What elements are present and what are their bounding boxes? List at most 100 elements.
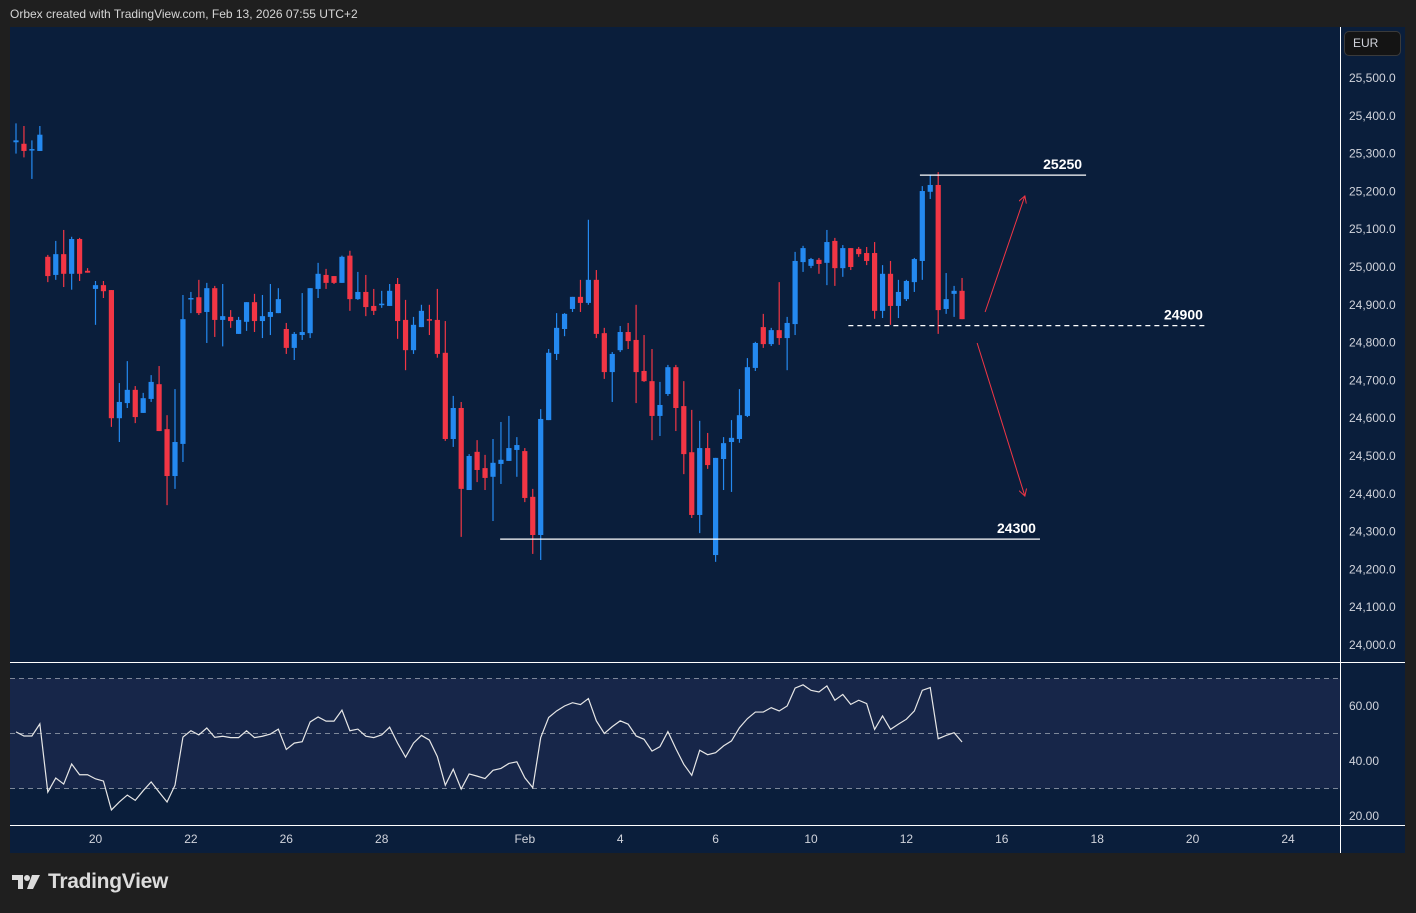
- candle: [466, 454, 472, 491]
- candle: [927, 175, 933, 199]
- price-tick-label: 24,800.0: [1349, 336, 1396, 350]
- candle: [776, 282, 782, 345]
- candle: [458, 401, 464, 537]
- candle-body: [522, 451, 528, 498]
- candle: [100, 280, 107, 298]
- candle: [220, 284, 226, 347]
- candle: [283, 322, 289, 354]
- candle: [498, 421, 504, 484]
- candle-body: [339, 256, 345, 283]
- candle-body: [720, 443, 727, 460]
- candle-body: [402, 319, 409, 351]
- candle-body: [808, 259, 814, 266]
- candle-body: [713, 457, 719, 556]
- candle-body: [267, 311, 273, 317]
- candle: [935, 172, 941, 334]
- candle-body: [840, 248, 846, 269]
- time-axis[interactable]: 20 22 26 28 Feb 4 6 10 12 16 18 20 24: [89, 832, 1295, 846]
- candle: [681, 381, 687, 475]
- currency-button[interactable]: EUR: [1344, 31, 1401, 56]
- time-tick-label: 6: [712, 832, 719, 846]
- candle: [69, 236, 75, 290]
- candle: [872, 242, 878, 319]
- candle: [434, 288, 440, 358]
- candle: [959, 277, 965, 320]
- drawing-annotations[interactable]: 25250 24900 24300: [500, 156, 1207, 540]
- candle: [180, 294, 186, 463]
- time-tick-label: 24: [1281, 832, 1295, 846]
- candle: [156, 366, 162, 432]
- candle: [538, 409, 544, 560]
- candle: [323, 268, 329, 289]
- price-tick-label: 25,500.0: [1349, 71, 1396, 85]
- candle-body: [577, 296, 584, 303]
- candle: [188, 291, 194, 314]
- candle-body: [681, 406, 687, 455]
- candle-body: [21, 143, 27, 151]
- candle: [267, 284, 273, 336]
- candle-body: [848, 248, 854, 267]
- candle-body: [61, 254, 67, 274]
- price-tick-label: 25,400.0: [1349, 109, 1396, 123]
- candle: [37, 126, 43, 151]
- candle: [363, 274, 369, 317]
- candle-body: [259, 316, 266, 322]
- candle: [236, 316, 242, 334]
- time-tick-label: 12: [900, 832, 914, 846]
- candle-body: [617, 332, 623, 351]
- candle-body: [275, 299, 281, 314]
- candle: [705, 432, 711, 469]
- candle-body: [220, 316, 226, 320]
- candle-body: [188, 297, 194, 300]
- candle-body: [784, 322, 790, 339]
- candle: [402, 299, 409, 371]
- candle-body: [601, 333, 607, 373]
- candle: [665, 364, 671, 396]
- candle-body: [768, 330, 774, 345]
- candle-body: [800, 248, 806, 263]
- candle-body: [776, 330, 782, 339]
- candle: [919, 186, 925, 280]
- candle-body: [879, 273, 886, 311]
- candle-body: [474, 451, 480, 470]
- candle-body: [387, 290, 393, 306]
- candle: [315, 262, 321, 298]
- candle-body: [29, 149, 35, 151]
- candle-body: [355, 291, 361, 300]
- rsi-tick-label: 60.00: [1349, 699, 1379, 713]
- chart-caption: Orbex created with TradingView.com, Feb …: [10, 7, 358, 21]
- candle-body: [689, 452, 695, 515]
- price-tick-label: 25,000.0: [1349, 260, 1396, 274]
- candle-body: [307, 288, 313, 334]
- candle: [387, 284, 393, 306]
- candle-body: [736, 415, 743, 439]
- price-tick-label: 24,400.0: [1349, 487, 1396, 501]
- rsi-tick-label: 20.00: [1349, 809, 1379, 823]
- candle: [196, 279, 202, 316]
- candle-body: [569, 296, 576, 309]
- price-tick-label: 24,900.0: [1349, 298, 1396, 312]
- candle-body: [236, 319, 242, 334]
- level-label-24300: 24300: [997, 520, 1036, 536]
- candle-body: [371, 305, 377, 311]
- candle: [649, 349, 655, 441]
- candle: [331, 276, 337, 285]
- rsi-axis[interactable]: 60.00 40.00 20.00: [1349, 699, 1379, 823]
- candle-body: [164, 429, 170, 477]
- candle-body: [251, 302, 258, 322]
- candle-body: [697, 448, 703, 515]
- price-tick-label: 24,000.0: [1349, 638, 1396, 652]
- price-axis[interactable]: 25,500.0 25,400.0 25,300.0 25,200.0 25,100.0…: [1349, 71, 1396, 652]
- candle: [164, 415, 170, 506]
- price-tick-label: 24,200.0: [1349, 562, 1396, 576]
- candle-body: [116, 401, 122, 419]
- candle: [728, 420, 735, 492]
- candle-body: [633, 339, 639, 373]
- candle: [148, 375, 154, 402]
- candle-body: [546, 352, 552, 421]
- candle-body: [490, 462, 496, 477]
- candle: [784, 316, 790, 371]
- time-tick-label: 26: [280, 832, 294, 846]
- candle-body: [204, 288, 210, 312]
